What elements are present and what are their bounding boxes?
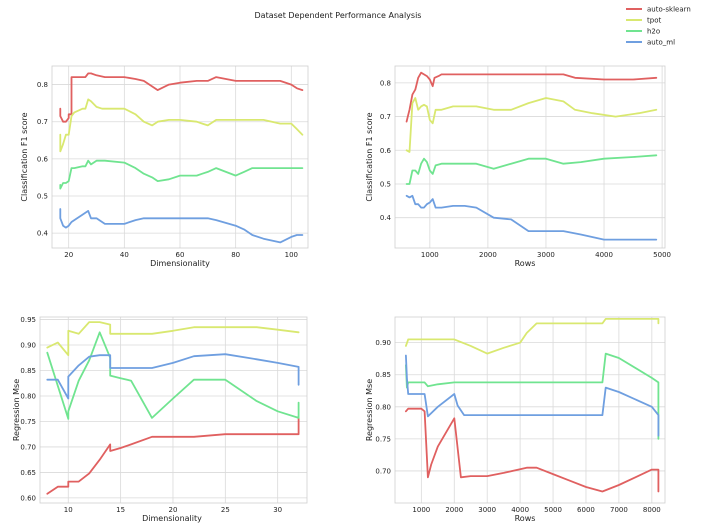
y-tick-label: 0.8 [380, 79, 391, 87]
y-tick-label: 0.7 [37, 118, 48, 126]
y-tick-label: 0.80 [375, 403, 391, 411]
y-tick-label: 0.75 [375, 435, 391, 443]
y-tick-label: 0.5 [37, 193, 48, 201]
subplot: 1000 2000 3000 4000 5000 0.4 0.5 0.6 0.7 0.8 Rows C… [365, 65, 671, 268]
plot-frame [394, 65, 666, 249]
legend-label: tpot [647, 17, 661, 25]
x-tick-label: 2000 [445, 506, 463, 514]
series-line-auto_ml [404, 354, 660, 437]
subplot: 20 40 60 80 100 0.4 0.5 0.6 0.7 0.8 Dimensionality… [20, 65, 309, 268]
y-tick-label: 0.6 [380, 147, 392, 155]
y-axis-label: Regression Mse [365, 379, 374, 441]
series-line-auto-sklearn [46, 415, 300, 495]
x-tick-label: 3000 [478, 506, 496, 514]
series-line-auto-sklearn [404, 407, 660, 493]
legend-label: auto_ml [647, 39, 675, 47]
series-line-h2o [404, 352, 660, 440]
x-tick-label: 1000 [421, 251, 439, 259]
y-tick-label: 0.70 [375, 467, 391, 475]
y-tick-label: 0.90 [375, 339, 391, 347]
series-line-auto-sklearn [405, 71, 658, 123]
subplot: 1000 2000 3000 4000 5000 6000 7000 8000 0.70 0.75… [365, 316, 666, 523]
series-line-h2o [405, 154, 658, 185]
y-tick-label: 0.65 [20, 469, 36, 477]
y-tick-label: 0.80 [20, 392, 36, 400]
series-line-auto-sklearn [59, 72, 304, 123]
x-tick-label: 5000 [653, 251, 671, 259]
x-tick-label: 8000 [643, 506, 661, 514]
figure-title: Dataset Dependent Performance Analysis [255, 11, 422, 20]
y-tick-label: 0.70 [20, 443, 36, 451]
x-tick-label: 80 [231, 251, 240, 259]
y-tick-label: 0.85 [20, 367, 36, 375]
x-axis-label: Rows [515, 259, 536, 268]
x-tick-label: 60 [176, 251, 185, 259]
y-tick-label: 0.4 [37, 230, 49, 238]
legend-label: auto-sklearn [647, 6, 691, 14]
x-tick-label: 2000 [479, 251, 497, 259]
y-tick-label: 0.6 [37, 155, 49, 163]
y-tick-label: 0.5 [380, 180, 391, 188]
y-tick-label: 0.90 [20, 342, 36, 350]
x-axis-label: Dimensionality [150, 259, 210, 268]
series-line-tpot [404, 317, 660, 355]
y-tick-label: 0.7 [380, 113, 391, 121]
y-axis-label: Classification F1 score [365, 112, 374, 201]
plot-frame [39, 316, 308, 504]
x-tick-label: 15 [116, 506, 125, 514]
y-axis-label: Regression Mse [12, 379, 21, 441]
y-tick-label: 0.95 [20, 316, 36, 324]
y-tick-label: 0.85 [375, 371, 391, 379]
subplot: 10 15 20 25 30 0.60 0.65 0.70 0.75 0.80 0.85 0.90 0.… [12, 316, 308, 523]
x-axis-label: Dimensionality [142, 514, 202, 523]
x-tick-label: 4000 [595, 251, 613, 259]
series-line-tpot [59, 98, 304, 153]
y-axis-label: Classification F1 score [20, 112, 29, 201]
subplots: 20 40 60 80 100 0.4 0.5 0.6 0.7 0.8 Dimensionality… [12, 65, 671, 523]
y-tick-label: 0.60 [20, 494, 36, 502]
x-tick-label: 1000 [412, 506, 430, 514]
legend-label: h2o [647, 28, 660, 36]
series-line-tpot [405, 97, 658, 153]
series-line-auto_ml [59, 208, 304, 244]
x-tick-label: 20 [64, 251, 73, 259]
series-line-auto_ml [46, 353, 300, 400]
y-tick-label: 0.8 [37, 81, 48, 89]
x-tick-label: 4000 [511, 506, 529, 514]
x-tick-label: 40 [120, 251, 129, 259]
x-tick-label: 25 [221, 506, 230, 514]
y-tick-label: 0.75 [20, 418, 36, 426]
x-tick-label: 10 [64, 506, 73, 514]
x-tick-label: 3000 [537, 251, 555, 259]
x-tick-label: 7000 [610, 506, 628, 514]
legend: auto-sklearn tpot h2o auto_ml [626, 6, 691, 47]
series-line-h2o [59, 159, 304, 190]
series-line-h2o [46, 331, 300, 420]
x-tick-label: 100 [285, 251, 298, 259]
plot-frame [394, 316, 666, 504]
plot-frame [51, 65, 309, 249]
x-tick-label: 20 [169, 506, 178, 514]
y-tick-label: 0.4 [380, 214, 392, 222]
x-axis-label: Rows [515, 514, 536, 523]
series-line-auto_ml [405, 194, 658, 241]
x-tick-label: 6000 [577, 506, 595, 514]
x-tick-label: 5000 [544, 506, 562, 514]
series-line-tpot [46, 321, 300, 357]
x-tick-label: 30 [273, 506, 282, 514]
